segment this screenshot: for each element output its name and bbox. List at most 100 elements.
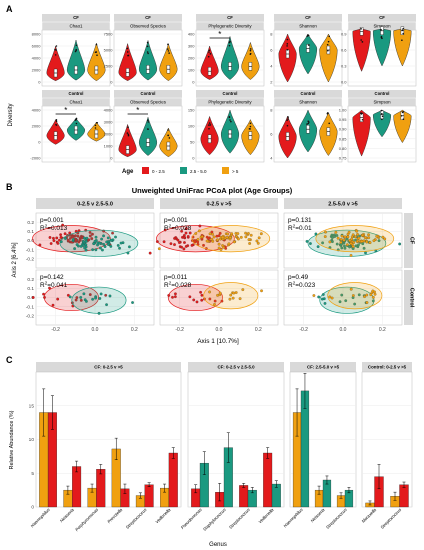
pcoa-point (309, 242, 312, 245)
violin-shape (66, 39, 86, 81)
pcoa-point (377, 239, 381, 243)
pcoa-point (208, 290, 211, 294)
pcoa-point (177, 241, 181, 244)
pcoa-point (314, 232, 318, 236)
pcoa-point (226, 232, 230, 236)
pcoa-point (351, 294, 355, 297)
bar (263, 452, 273, 508)
pcoa-point (163, 228, 167, 232)
pcoa-point (328, 240, 332, 244)
pcoa-point (97, 311, 101, 315)
pcoa-point (371, 295, 375, 299)
y-tick-label: 0 (31, 505, 34, 511)
pcoa-point (73, 247, 77, 251)
strip-group-4 (348, 14, 416, 22)
genus-label: Streptococcus (228, 507, 251, 530)
col-strip-text: 0-2.5 v >5 (207, 202, 232, 208)
pcoa-point (59, 235, 63, 239)
pcoa-point (328, 295, 332, 299)
outlier-point (207, 55, 210, 58)
y-tick-label: 4 (270, 64, 273, 69)
pcoa-point (219, 248, 223, 251)
pcoa-point (371, 289, 375, 293)
pcoa-point (84, 240, 88, 243)
y-tick-label: 2000 (32, 68, 42, 73)
pcoa-point (193, 240, 197, 244)
legend-item-2.5-5.0: 2.5 - 5.0 (190, 169, 207, 174)
outlier-point (167, 134, 170, 137)
outlier-point (286, 43, 289, 45)
pcoa-point (174, 292, 177, 296)
pcoa-point (91, 232, 94, 236)
pcoa-point (221, 244, 224, 247)
pcoa-point (169, 242, 173, 246)
pcoa-point (157, 247, 161, 251)
violin-shape (118, 123, 137, 158)
genus-label: Veillonella (257, 507, 275, 525)
outlier-point (327, 40, 330, 43)
pcoa-point (335, 242, 339, 246)
pcoa-point (232, 240, 236, 244)
outlier-point (248, 128, 251, 130)
outlier-point (127, 54, 130, 57)
strip-group-text: CF (305, 15, 311, 20)
pcoa-point (82, 240, 85, 243)
pcoa-point (82, 236, 86, 240)
strip-metric-text: Shannon (299, 100, 317, 105)
y-tick-label: 50 (190, 140, 195, 145)
pcoa-point (355, 229, 359, 233)
pcoa-point (246, 232, 250, 235)
pcoa-point (211, 239, 215, 243)
violin-shape (372, 28, 392, 67)
pcoa-point (212, 235, 216, 239)
outlier-point (146, 45, 149, 48)
legend-title: Age (122, 169, 134, 175)
bar (168, 452, 178, 508)
pcoa-point (116, 244, 120, 247)
outlier-point (147, 52, 149, 55)
pcoa-point (205, 239, 209, 243)
strip-group-0 (42, 14, 110, 22)
pcoa-point (109, 244, 113, 248)
outlier-point (55, 123, 57, 126)
pcoa-point (365, 301, 369, 304)
strip-group-text: CF (73, 15, 79, 20)
y-tick-label: 2000 (104, 132, 114, 137)
outlier-point (401, 29, 404, 32)
outlier-point (74, 50, 77, 53)
outlier-point (126, 47, 129, 50)
pcoa-point (94, 248, 98, 252)
pcoa-point (99, 292, 103, 296)
outlier-point (381, 118, 383, 121)
panel-c-bars: CF: 0-2.5 v >5 0 5 10 15 Haemophilus Neisseria… (29, 362, 413, 533)
outlier-point (167, 129, 169, 131)
pcoa-point (167, 294, 171, 297)
outlier-point (286, 45, 288, 47)
genus-label: Porphyromonas (74, 507, 100, 533)
pcoa-point (215, 234, 219, 238)
strip-group-text: Control (69, 91, 84, 96)
y-tick-label: 4000 (104, 108, 114, 113)
outlier-point (228, 115, 231, 118)
pcoa-point (260, 289, 263, 293)
y-tick-label: 5 (31, 471, 34, 477)
y-tick-label: 0 (38, 140, 41, 145)
strip-metric-text: Phylogenetic Diversity (208, 24, 252, 29)
outlier-point (208, 124, 210, 126)
confidence-ellipse (327, 282, 383, 310)
pcoa-point (221, 235, 225, 239)
pcoa-p-value: p=0.142 (40, 274, 64, 281)
pcoa-point (63, 237, 67, 240)
violin-shape (319, 33, 338, 83)
confidence-ellipse (315, 225, 395, 253)
y-tick-label: 8000 (32, 32, 42, 37)
pcoa-point (354, 244, 358, 248)
pcoa-point (109, 238, 113, 242)
strip-metric-text: Chao1 (70, 100, 83, 105)
pcoa-point (102, 234, 105, 238)
col-strip-2 (284, 198, 402, 209)
pcoa-r2-value: R2=0.041 (40, 281, 68, 290)
panel-b-pcoa: 0-2.5 v 2.5-5.0 0-2.5 v >5 2.5-5.0 v >5 CF C… (26, 198, 415, 333)
pcoa-point (368, 241, 372, 244)
outlier-point (287, 116, 289, 118)
